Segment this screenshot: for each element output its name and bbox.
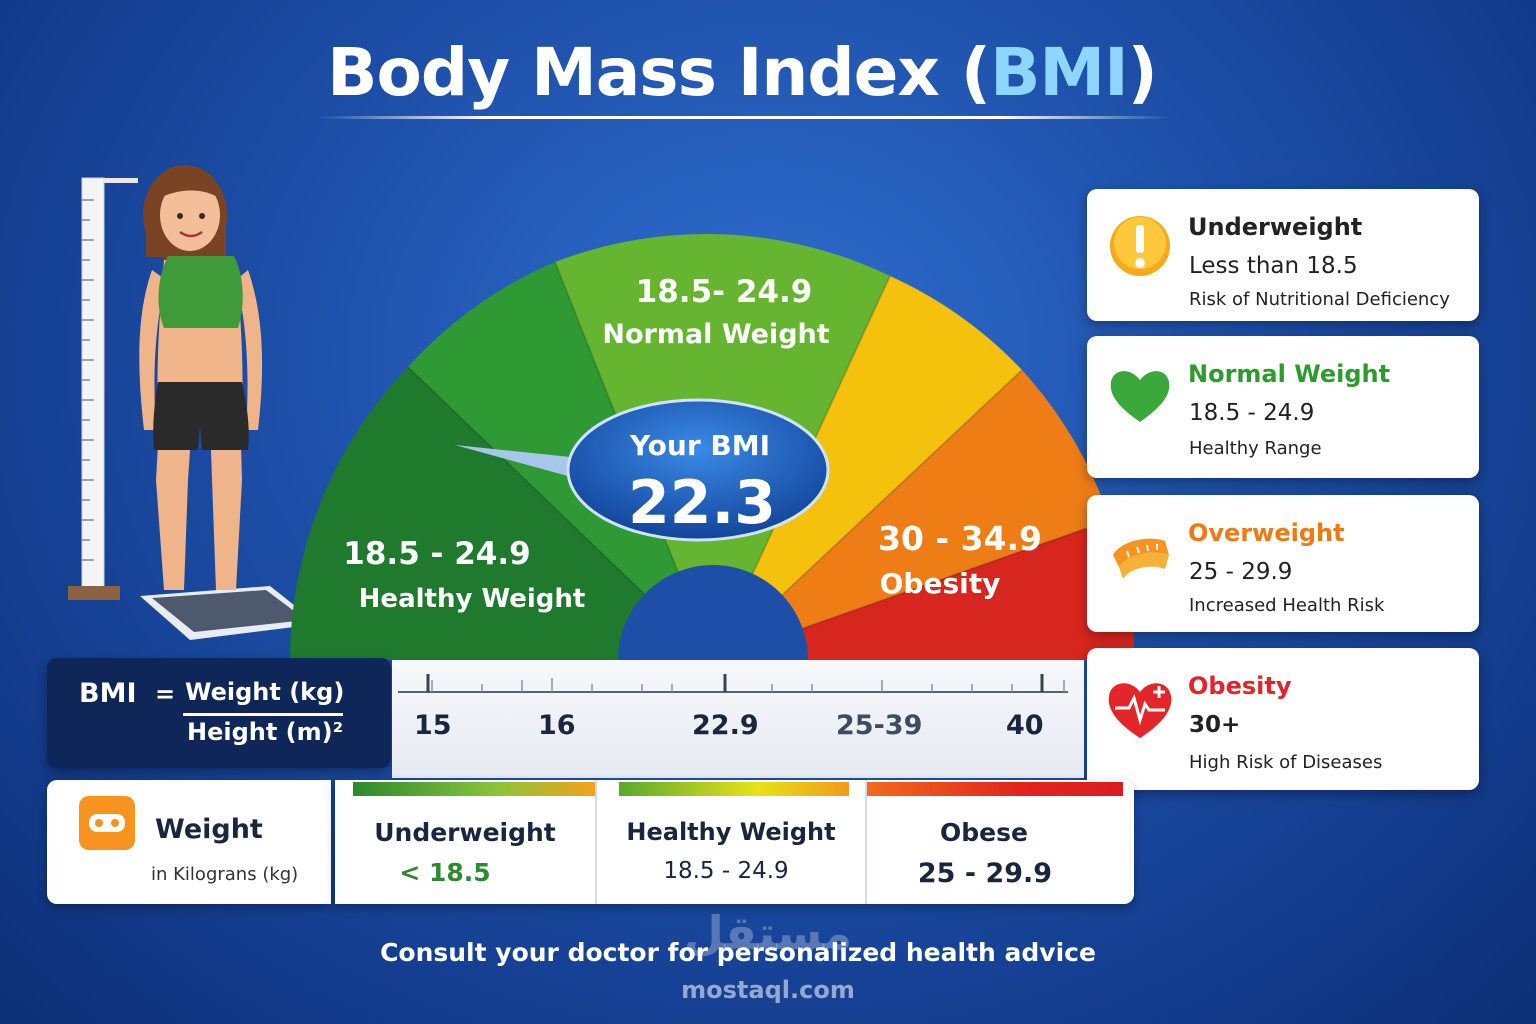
- footer-advice: Consult your doctor for personalized hea…: [380, 938, 1096, 967]
- scale-ruler: [398, 674, 1068, 693]
- formula-label: BMI: [79, 678, 137, 709]
- card-range: 30+: [1189, 712, 1241, 738]
- bmi-gauge: Your BMI 22.3 18.5- 24.9 Normal Weight 1…: [290, 234, 1134, 660]
- formula-fraction-bar: [183, 713, 343, 716]
- watermark-arabic: مستقل: [683, 906, 853, 960]
- category-color-strip: [619, 782, 849, 796]
- formula-numerator: Weight (kg): [185, 678, 345, 706]
- card-desc: Risk of Nutritional Deficiency: [1189, 289, 1450, 310]
- gauge-right-label: Obesity: [880, 567, 1001, 600]
- weight-subtitle: in Kilograns (kg): [151, 864, 299, 885]
- gauge-segment-orange: [713, 370, 1110, 660]
- card-underweight: Underweight Less than 18.5 Risk of Nutri…: [1087, 189, 1479, 321]
- category-value: 25 - 29.9: [917, 858, 1053, 889]
- person-illustration: [68, 165, 318, 640]
- category-table: Underweight < 18.5 Healthy Weight 18.5 -…: [335, 780, 1134, 904]
- scale-tick-label: 25-39: [836, 710, 923, 741]
- bmi-formula: BMI = Weight (kg) Height (m)²: [47, 658, 391, 768]
- measuring-tape-icon: [1113, 538, 1169, 579]
- gauge-segment-yellow: [713, 276, 1022, 660]
- watermark-url: mostaql.com: [681, 976, 855, 1004]
- category-heading: Healthy Weight: [626, 818, 836, 846]
- your-bmi-label: Your BMI: [629, 429, 770, 462]
- card-obesity: Obesity 30+ High Risk of Diseases: [1087, 648, 1479, 790]
- page-title: Body Mass Index (BMI): [327, 34, 1158, 111]
- formula-denominator: Height (m)²: [187, 718, 344, 746]
- category-heading: Underweight: [374, 818, 556, 847]
- card-normal-weight: Normal Weight 18.5 - 24.9 Healthy Range: [1087, 336, 1479, 478]
- card-title: Overweight: [1188, 519, 1345, 547]
- category-color-strip: [353, 782, 595, 796]
- your-bmi-value: 22.3: [628, 468, 776, 538]
- card-desc: Healthy Range: [1189, 438, 1322, 459]
- gauge-left-label: Healthy Weight: [359, 584, 586, 614]
- category-color-strip: [867, 782, 1123, 796]
- scale-tick-label: 16: [538, 710, 576, 741]
- scale-icon: [79, 796, 135, 850]
- category-obese: Obese 25 - 29.9: [867, 780, 1123, 904]
- card-range: 25 - 29.9: [1189, 559, 1293, 585]
- card-title: Obesity: [1188, 672, 1292, 700]
- category-divider: [595, 780, 597, 904]
- scale-tick-label: 15: [414, 710, 452, 741]
- card-desc: Increased Health Risk: [1189, 595, 1385, 616]
- weight-title: Weight: [155, 814, 263, 845]
- card-range: 18.5 - 24.9: [1189, 400, 1315, 426]
- card-title: Normal Weight: [1188, 360, 1391, 388]
- gauge-segment-red: [713, 520, 1134, 660]
- your-bmi-bubble: [566, 398, 830, 542]
- gauge-left-range: 18.5 - 24.9: [343, 536, 530, 572]
- heart-icon: [1110, 371, 1170, 422]
- category-healthy-weight: Healthy Weight 18.5 - 24.9: [597, 780, 865, 904]
- gauge-right-range: 30 - 34.9: [878, 519, 1042, 558]
- card-desc: High Risk of Diseases: [1189, 752, 1383, 773]
- card-range: Less than 18.5: [1189, 253, 1358, 279]
- scale-tick-label: 40: [1006, 710, 1044, 741]
- formula-equals: =: [155, 680, 176, 708]
- category-underweight: Underweight < 18.5: [335, 780, 595, 904]
- gauge-top-label: Normal Weight: [602, 319, 829, 350]
- warning-icon: [1110, 216, 1170, 276]
- title-underline: [318, 116, 1170, 119]
- card-overweight: Overweight 25 - 29.9 Increased Health Ri…: [1087, 495, 1479, 632]
- category-divider: [865, 780, 867, 904]
- card-title: Underweight: [1188, 213, 1363, 241]
- category-value: 18.5 - 24.9: [663, 858, 789, 884]
- gauge-segment-dark-green: [290, 367, 713, 660]
- category-heading: Obese: [940, 818, 1028, 847]
- gauge-top-range: 18.5- 24.9: [636, 274, 813, 310]
- bmi-scale: 15 16 22.9 25-39 40: [392, 660, 1084, 778]
- category-value: < 18.5: [399, 858, 491, 887]
- scale-tick-label: 22.9: [692, 710, 759, 741]
- weight-box: Weight in Kilograns (kg): [47, 780, 331, 904]
- heartbeat-icon: [1108, 683, 1172, 738]
- title-accent: BMI: [990, 34, 1129, 111]
